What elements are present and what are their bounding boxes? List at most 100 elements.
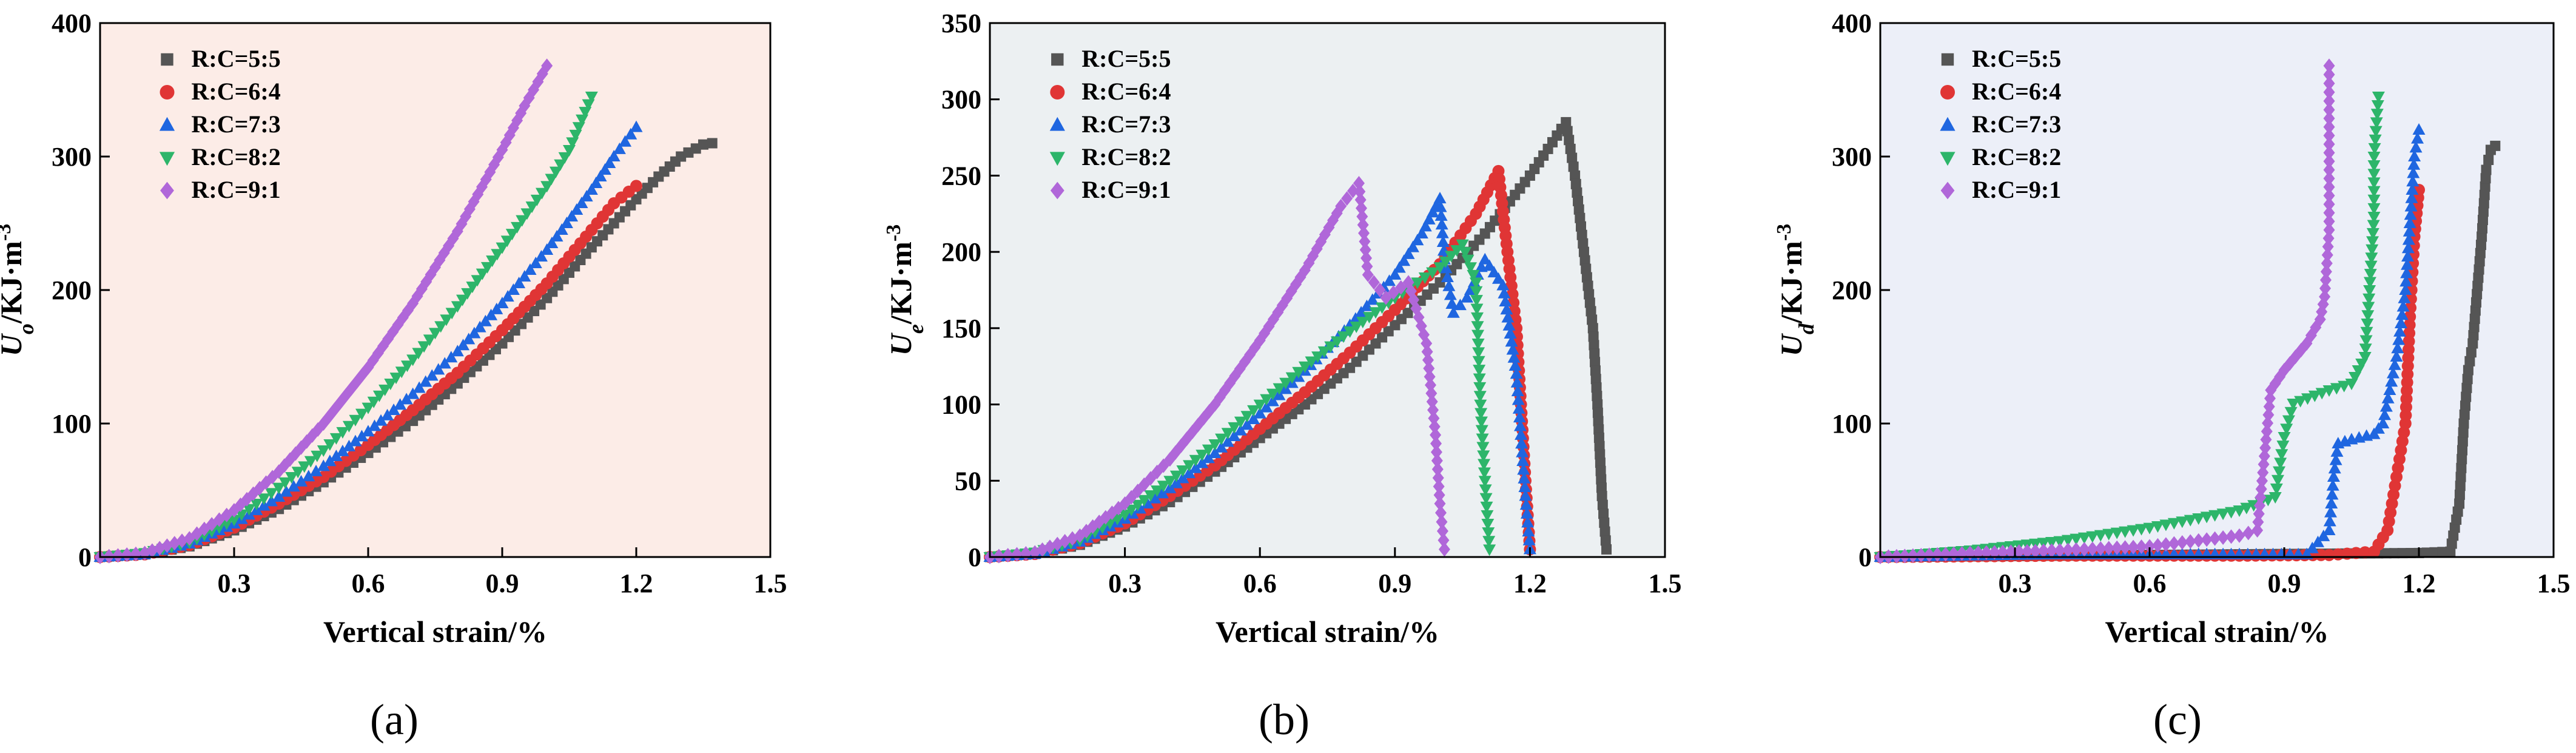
data-point (1478, 252, 1491, 265)
x-tick-label: 0.6 (1243, 569, 1277, 598)
data-point (480, 262, 494, 274)
data-point (2376, 417, 2390, 428)
data-point (2473, 272, 2484, 283)
data-point (2480, 173, 2491, 184)
data-point (2323, 188, 2335, 203)
y-tick-label: 0 (968, 542, 981, 572)
x-axis-title: Vertical strain/% (323, 615, 547, 649)
legend-label: R:C=6:4 (1972, 78, 2061, 105)
data-point (1570, 170, 1581, 181)
data-point (2184, 515, 2197, 527)
data-point (1499, 294, 1512, 306)
data-point (1513, 411, 1526, 423)
data-point (2456, 462, 2467, 473)
data-point (1469, 277, 1482, 289)
data-point (355, 430, 368, 442)
data-point (2389, 548, 2400, 559)
data-point (2193, 533, 2205, 548)
data-point (541, 58, 553, 73)
legend-label: R:C=5:5 (192, 45, 281, 72)
data-point (1479, 484, 1492, 496)
data-point (1444, 288, 1457, 300)
data-point (2409, 141, 2423, 153)
data-point (496, 242, 509, 254)
data-point (451, 301, 464, 313)
data-point (575, 197, 588, 208)
data-point (1422, 212, 1436, 225)
data-point (1137, 495, 1151, 507)
data-point (1157, 481, 1170, 493)
legend: R:C=5:5 R:C=6:4 R:C=7:3 R:C=8:2 R:C=9:1 (1049, 45, 1171, 203)
data-point (2316, 304, 2328, 319)
data-point (1347, 183, 1359, 198)
chart-panel-b: 0.3 0.6 0.9 1.2 1.5 0 50 100 150 200 250 300 350 R:C… (883, 8, 1682, 744)
data-series-layer (983, 116, 1612, 564)
panel-caption: (b) (1259, 695, 1310, 744)
data-point (1573, 204, 1584, 215)
data-point (1118, 509, 1132, 521)
data-point (518, 270, 531, 282)
data-point (1561, 116, 1572, 127)
data-point (412, 348, 425, 360)
data-point (1587, 323, 1598, 334)
data-point (1366, 293, 1379, 305)
data-point (2458, 418, 2469, 429)
legend-label: R:C=9:1 (1972, 176, 2061, 203)
data-point (1470, 295, 1483, 307)
data-point (2294, 396, 2307, 408)
data-point (2469, 313, 2480, 324)
data-point (540, 243, 554, 255)
data-point (2350, 547, 2362, 559)
data-point (2362, 293, 2376, 305)
data-point (1436, 235, 1450, 247)
data-point (2403, 217, 2416, 228)
y-tick-label: 100 (52, 409, 92, 439)
data-point (2454, 489, 2465, 500)
data-point (1410, 301, 1422, 316)
data-point (1426, 394, 1438, 409)
data-point (535, 187, 548, 200)
data-point (2460, 400, 2470, 411)
data-point (1425, 386, 1438, 401)
data-point (1482, 527, 1495, 539)
data-point (2381, 391, 2395, 404)
data-point (2013, 544, 2025, 559)
data-point (1169, 476, 1183, 488)
data-point (2282, 415, 2295, 427)
data-point (540, 181, 554, 193)
data-point (1428, 411, 1440, 426)
data-point (2233, 528, 2245, 543)
data-point (520, 208, 534, 220)
data-point (2323, 223, 2335, 237)
plot-background (990, 23, 1665, 557)
data-point (2054, 543, 2066, 558)
plot-background (1880, 23, 2554, 557)
data-point (630, 120, 643, 132)
data-point (349, 414, 362, 427)
data-point (2405, 191, 2418, 203)
data-point (2360, 326, 2373, 339)
data-point (2305, 541, 2319, 553)
data-point (2143, 522, 2156, 535)
data-point (2449, 522, 2460, 533)
data-point (1506, 343, 1519, 355)
panel-caption: (a) (370, 695, 419, 744)
data-point (2364, 260, 2378, 272)
x-tick-label: 0.6 (352, 569, 385, 598)
data-point (2483, 155, 2494, 165)
x-tick-label: 1.5 (2537, 569, 2571, 598)
data-point (419, 375, 432, 387)
data-point (2323, 549, 2335, 561)
data-point (2358, 352, 2372, 363)
data-point (585, 92, 598, 103)
x-axis-title: Vertical strain/% (1216, 615, 1439, 649)
data-point (585, 183, 598, 195)
data-point (2159, 519, 2173, 532)
data-point (2363, 277, 2376, 289)
data-point (549, 166, 562, 178)
data-point (2367, 186, 2381, 198)
data-point (1519, 498, 1533, 510)
data-point (2323, 163, 2335, 177)
data-point (1482, 536, 1496, 548)
data-point (2395, 308, 2409, 320)
